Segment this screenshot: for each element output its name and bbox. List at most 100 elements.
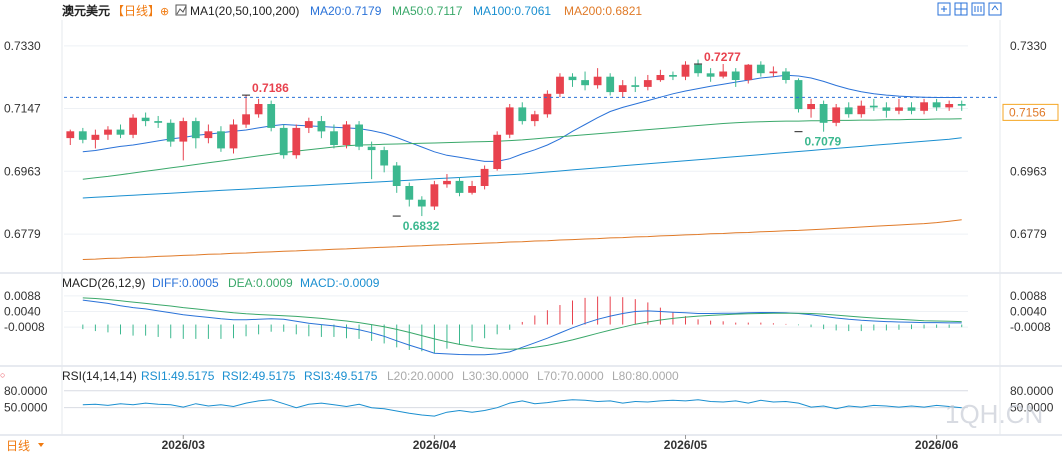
candle: [706, 68, 715, 82]
candle-body: [204, 131, 213, 139]
candle-body: [443, 180, 451, 185]
candle-body: [405, 186, 414, 200]
candle-body: [217, 131, 225, 149]
candle-body: [782, 71, 790, 80]
candle-body: [945, 104, 954, 108]
candle: [505, 104, 514, 139]
rsi-l20: L20:20.0000: [387, 369, 454, 383]
macd-dea: DEA:0.0009: [228, 276, 293, 290]
candle: [593, 68, 602, 89]
rsi2-value: RSI2:49.5175: [222, 369, 296, 383]
price-tick-right: 0.6779: [1010, 227, 1047, 241]
candle-body: [417, 199, 426, 207]
candle: [154, 115, 163, 128]
candles: [66, 59, 966, 217]
rsi3-value: RSI3:49.5175: [304, 369, 378, 383]
indicator-icon[interactable]: [175, 4, 187, 16]
candle-body: [355, 124, 363, 147]
candle: [217, 126, 225, 152]
candle: [920, 98, 928, 115]
candle-body: [430, 184, 439, 207]
candle: [807, 98, 815, 118]
candle: [869, 98, 878, 111]
candle-body: [304, 121, 313, 128]
candle: [254, 98, 263, 118]
candle-body: [618, 85, 627, 92]
grid-icon[interactable]: [954, 2, 968, 16]
dropdown-icon[interactable]: [38, 443, 44, 447]
candle: [279, 124, 288, 159]
candle: [832, 104, 841, 127]
candle: [681, 61, 690, 81]
candle-body: [719, 71, 728, 77]
candle-body: [593, 76, 602, 86]
x-tick-label: 2026/05: [664, 438, 708, 452]
candle-body: [543, 93, 552, 115]
candle: [229, 119, 238, 154]
candle: [480, 165, 489, 190]
candle-body: [907, 107, 916, 111]
candle-body: [895, 107, 903, 111]
collapse-icon[interactable]: [988, 2, 1002, 16]
rsi-legend: RSI(14,14,14) RSI1:49.5175 RSI2:49.5175 …: [62, 369, 679, 383]
fit-icon[interactable]: [937, 2, 951, 16]
ma-lines: [82, 74, 962, 260]
candle: [756, 61, 765, 77]
price-tick-right: 0.6963: [1010, 164, 1047, 178]
candle: [631, 76, 640, 93]
candle: [330, 124, 338, 149]
macd-legend: MACD(26,12,9) DIFF:0.0005 DEA:0.0009 MAC…: [62, 276, 380, 290]
candle: [518, 102, 527, 125]
candle: [819, 100, 828, 132]
candle-body: [129, 117, 137, 135]
macd-tick-right: -0.0008: [1010, 320, 1051, 334]
candle: [405, 182, 414, 207]
price-legend: 澳元美元 【日线】 ⊕ MA1(20,50,100,200) MA20:0.71…: [62, 3, 642, 18]
candle-body: [242, 114, 250, 125]
candle-body: [606, 76, 615, 93]
candle-body: [731, 71, 740, 80]
period-button[interactable]: 日线: [6, 439, 30, 453]
ma100-value: MA100:0.7061: [473, 4, 551, 18]
toolbar: [937, 2, 1002, 16]
rsi-tick-left: 50.0000: [4, 401, 48, 415]
candle: [606, 73, 615, 96]
candle: [380, 146, 389, 173]
candle: [581, 71, 589, 91]
period-label[interactable]: 【日线】: [112, 4, 160, 18]
macd-tick-right: 0.0040: [1010, 305, 1047, 319]
candle-body: [392, 165, 401, 186]
candle: [141, 112, 150, 127]
candle: [468, 180, 476, 195]
cursor-marker-icon: ○: [0, 370, 5, 380]
candle-body: [154, 121, 163, 123]
candle: [104, 126, 112, 140]
candle: [342, 121, 351, 149]
candle: [116, 124, 125, 139]
list-icon[interactable]: [971, 2, 985, 16]
candle-body: [330, 131, 338, 145]
rsi-tick-right: 50.0000: [1010, 401, 1054, 415]
annotation-label: 0.7079: [805, 135, 842, 149]
line-ma200: [82, 219, 962, 260]
settings-icon[interactable]: ⊕: [160, 6, 169, 18]
candle: [932, 98, 941, 111]
rsi-panel: 80.0000 80.0000 50.0000 50.0000: [4, 384, 1054, 417]
candle-body: [832, 107, 841, 123]
candle: [556, 73, 564, 98]
candle-body: [794, 80, 803, 110]
symbol-title: 澳元美元: [62, 3, 110, 18]
x-tick-label: 2026/03: [162, 438, 206, 452]
ma-title: MA1(20,50,100,200): [190, 4, 299, 18]
candle: [769, 66, 778, 77]
candle-body: [342, 124, 351, 145]
candle-body: [493, 134, 502, 169]
annotation-label: 0.6832: [403, 219, 440, 233]
candle: [543, 90, 552, 118]
candle-body: [468, 186, 476, 193]
candle-body: [744, 64, 753, 81]
line-ma100: [82, 137, 962, 199]
candle-body: [166, 122, 175, 142]
indicator-icon-line: [176, 5, 187, 15]
candle: [907, 102, 916, 115]
